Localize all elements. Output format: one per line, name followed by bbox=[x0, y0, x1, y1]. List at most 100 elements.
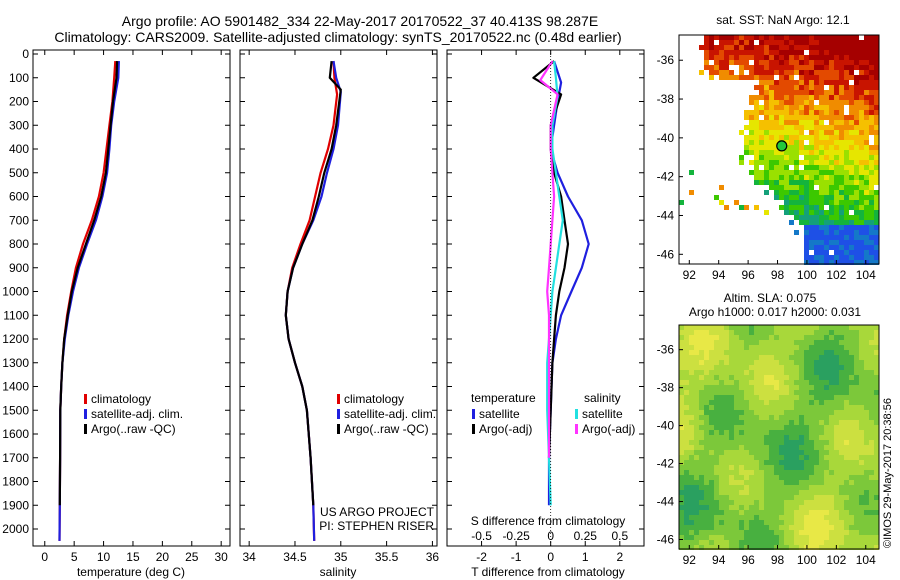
sla-cell bbox=[874, 495, 879, 500]
sst-cell bbox=[859, 115, 864, 120]
sla-cell bbox=[764, 460, 769, 465]
sla-cell bbox=[684, 390, 689, 395]
sst-cell bbox=[854, 195, 859, 200]
top-tick-label: 0.5 bbox=[611, 529, 628, 543]
sst-cell bbox=[844, 50, 849, 55]
sla-cell bbox=[804, 470, 809, 475]
sla-cell bbox=[809, 435, 814, 440]
sla-cell bbox=[844, 485, 849, 490]
sla-cell bbox=[684, 410, 689, 415]
sla-cell bbox=[809, 330, 814, 335]
sla-cell bbox=[729, 425, 734, 430]
sla-cell bbox=[809, 545, 814, 550]
sst-cell bbox=[784, 140, 789, 145]
sla-cell bbox=[694, 465, 699, 470]
sla-cell bbox=[709, 380, 714, 385]
sla-cell bbox=[769, 470, 774, 475]
sst-cell bbox=[799, 145, 804, 150]
sla-cell bbox=[699, 335, 704, 340]
sst-cell bbox=[839, 100, 844, 105]
sst-cell bbox=[849, 105, 854, 110]
sst-cell bbox=[814, 65, 819, 70]
sla-cell bbox=[704, 405, 709, 410]
sla-cell bbox=[719, 335, 724, 340]
sla-cell bbox=[854, 535, 859, 540]
sst-cell bbox=[749, 55, 754, 60]
sst-cell bbox=[814, 260, 819, 265]
sla-cell bbox=[799, 405, 804, 410]
sla-cell bbox=[804, 435, 809, 440]
x-tick-label: 35 bbox=[334, 550, 348, 564]
sla-cell bbox=[829, 545, 834, 550]
sla-cell bbox=[874, 350, 879, 355]
sst-cell bbox=[769, 175, 774, 180]
sla-cell bbox=[819, 525, 824, 530]
sst-cell bbox=[859, 180, 864, 185]
sla-cell bbox=[774, 380, 779, 385]
sst-cell bbox=[839, 175, 844, 180]
sst-cell bbox=[714, 70, 719, 75]
sla-cell bbox=[869, 450, 874, 455]
sla-cell bbox=[834, 330, 839, 335]
sla-cell bbox=[844, 530, 849, 535]
sla-cell bbox=[694, 455, 699, 460]
sla-cell bbox=[709, 495, 714, 500]
sla-cell bbox=[704, 355, 709, 360]
sla-cell bbox=[874, 355, 879, 360]
sla-cell bbox=[724, 545, 729, 550]
sla-cell bbox=[814, 525, 819, 530]
sst-cell bbox=[774, 140, 779, 145]
sla-cell bbox=[859, 340, 864, 345]
sst-cell bbox=[764, 35, 769, 40]
sla-cell bbox=[834, 395, 839, 400]
sla-map-title-2: Argo h1000: 0.017 h2000: 0.031 bbox=[689, 305, 861, 319]
sla-cell bbox=[799, 375, 804, 380]
sla-cell bbox=[794, 340, 799, 345]
sst-cell bbox=[849, 50, 854, 55]
sst-cell bbox=[814, 215, 819, 220]
x-tick-label: 5 bbox=[71, 550, 78, 564]
sla-cell bbox=[714, 490, 719, 495]
sst-cell bbox=[794, 35, 799, 40]
sst-cell bbox=[799, 55, 804, 60]
sla-cell bbox=[829, 405, 834, 410]
sst-cell bbox=[789, 75, 794, 80]
sla-cell bbox=[719, 430, 724, 435]
sla-cell bbox=[819, 545, 824, 550]
sla-cell bbox=[764, 390, 769, 395]
sla-cell bbox=[734, 510, 739, 515]
sst-cell bbox=[789, 95, 794, 100]
sst-cell bbox=[799, 160, 804, 165]
sla-cell bbox=[774, 500, 779, 505]
sla-cell bbox=[859, 485, 864, 490]
sst-cell bbox=[819, 175, 824, 180]
sla-cell bbox=[874, 375, 879, 380]
sla-cell bbox=[719, 485, 724, 490]
sla-cell bbox=[804, 490, 809, 495]
sst-cell bbox=[824, 80, 829, 85]
sla-cell bbox=[734, 530, 739, 535]
sst-cell bbox=[839, 260, 844, 265]
sla-cell bbox=[719, 365, 724, 370]
sst-cell bbox=[734, 45, 739, 50]
sst-cell bbox=[749, 150, 754, 155]
sst-cell bbox=[844, 100, 849, 105]
sst-cell bbox=[839, 80, 844, 85]
header-line2: Climatology: CARS2009. Satellite-adjuste… bbox=[54, 29, 621, 45]
sst-cell bbox=[784, 75, 789, 80]
sla-cell bbox=[739, 445, 744, 450]
y-tick-label: 700 bbox=[9, 213, 29, 227]
sla-cell bbox=[749, 430, 754, 435]
sst-cell bbox=[784, 90, 789, 95]
sla-map-axes: 92 94 96 98 100 102 104-36-38-40-42-44-46 bbox=[657, 343, 876, 567]
sst-cell bbox=[759, 175, 764, 180]
sst-cell bbox=[784, 135, 789, 140]
sla-cell bbox=[804, 530, 809, 535]
sst-cell bbox=[829, 85, 834, 90]
sla-cell bbox=[864, 465, 869, 470]
sla-cell bbox=[779, 535, 784, 540]
sla-cell bbox=[729, 355, 734, 360]
sst-cell bbox=[794, 230, 799, 235]
sst-cell bbox=[834, 40, 839, 45]
sla-cell bbox=[694, 525, 699, 530]
